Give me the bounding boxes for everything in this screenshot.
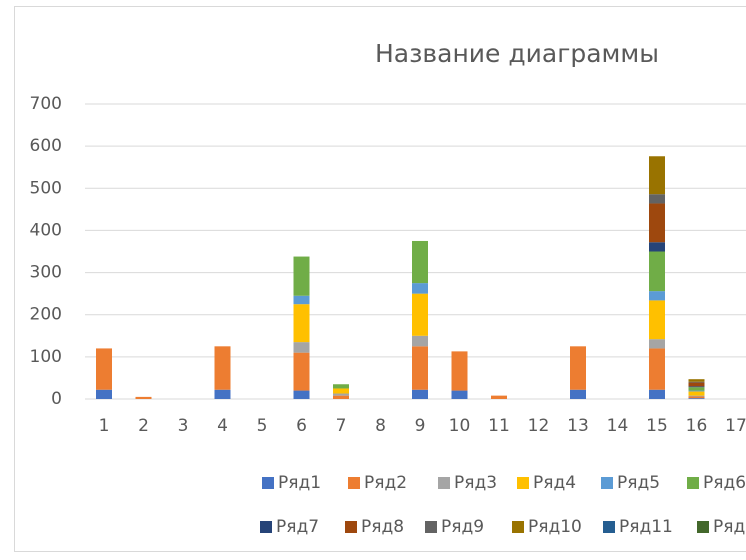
legend-swatch xyxy=(425,521,437,533)
legend-swatch xyxy=(603,521,615,533)
bar-segment xyxy=(214,389,231,399)
bar-segment xyxy=(649,203,665,243)
bar-segment xyxy=(333,395,349,399)
bar-segment xyxy=(570,389,586,399)
bar-segment xyxy=(649,348,665,390)
x-tick-label: 2 xyxy=(138,416,149,436)
legend-label: Ряд7 xyxy=(276,517,319,537)
bar-segment xyxy=(135,396,152,399)
x-tick-label: 9 xyxy=(415,416,426,436)
bar-segment xyxy=(412,335,428,347)
legend-swatch xyxy=(512,521,524,533)
bar-segment xyxy=(570,346,586,390)
chart-border xyxy=(14,6,746,552)
bar-segment xyxy=(649,339,665,349)
bar-segment xyxy=(412,346,428,390)
x-tick-label: 8 xyxy=(375,416,386,436)
bar-segment xyxy=(412,293,428,336)
legend-label: Ряд1 xyxy=(278,473,321,493)
bar-segment xyxy=(412,240,428,284)
bar-segment xyxy=(412,283,428,294)
bar-segment xyxy=(688,381,705,383)
x-tick-label: 10 xyxy=(449,416,471,436)
y-tick-label: 400 xyxy=(30,220,62,240)
bar-segment xyxy=(293,342,310,353)
y-tick-label: 500 xyxy=(30,178,62,198)
bar-segment xyxy=(688,398,705,399)
bar-segment xyxy=(293,295,310,305)
bar-segment xyxy=(293,352,310,391)
legend-label: Ряд4 xyxy=(533,473,576,493)
bar-segment xyxy=(649,156,665,195)
legend-swatch xyxy=(438,477,450,489)
bar-segment xyxy=(491,395,507,399)
bar-segment xyxy=(649,389,665,399)
bar-segment xyxy=(333,384,349,389)
legend-swatch xyxy=(697,521,709,533)
bar-segment xyxy=(649,291,665,301)
x-tick-label: 1 xyxy=(99,416,110,436)
y-tick-label: 100 xyxy=(30,347,62,367)
bar-segment xyxy=(451,390,468,399)
y-tick-label: 200 xyxy=(30,305,62,325)
x-tick-label: 4 xyxy=(217,416,228,436)
bar-segment xyxy=(688,390,705,392)
y-tick-label: 0 xyxy=(51,389,62,409)
x-tick-label: 5 xyxy=(257,416,268,436)
legend-label: Ряд9 xyxy=(441,517,484,537)
bar-segment xyxy=(688,391,705,396)
bar-segment xyxy=(96,389,112,399)
bar-segment xyxy=(688,395,705,397)
bar-segment xyxy=(688,387,705,391)
x-tick-label: 13 xyxy=(567,416,589,436)
x-tick-label: 6 xyxy=(296,416,307,436)
legend-swatch xyxy=(260,521,272,533)
bar-segment xyxy=(293,256,310,296)
x-tick-label: 16 xyxy=(686,416,708,436)
bar-segment xyxy=(688,396,705,399)
x-tick-label: 12 xyxy=(528,416,550,436)
x-tick-label: 17 xyxy=(725,416,746,436)
legend-swatch xyxy=(687,477,699,489)
bar-segment xyxy=(333,388,349,394)
x-tick-label: 3 xyxy=(178,416,189,436)
bar-segment xyxy=(649,251,665,292)
legend-label: Ряд6 xyxy=(703,473,746,493)
bar-segment xyxy=(649,300,665,340)
legend-label: Ряд3 xyxy=(454,473,497,493)
bar-segment xyxy=(333,393,349,396)
bar-segment xyxy=(688,379,705,382)
y-tick-label: 300 xyxy=(30,263,62,283)
bar-segment xyxy=(451,351,468,391)
legend-swatch xyxy=(345,521,357,533)
bar-segment xyxy=(293,390,310,399)
bar-segment xyxy=(214,346,231,390)
bar-segment xyxy=(293,304,310,343)
legend-swatch xyxy=(517,477,529,489)
legend-label: Ряд12 xyxy=(713,517,746,537)
bar-segment xyxy=(412,389,428,399)
x-tick-label: 15 xyxy=(646,416,668,436)
legend-swatch xyxy=(262,477,274,489)
legend-label: Ряд11 xyxy=(619,517,673,537)
x-tick-label: 14 xyxy=(607,416,629,436)
y-tick-label: 600 xyxy=(30,136,62,156)
bar-segment xyxy=(688,382,705,387)
legend-swatch xyxy=(348,477,360,489)
x-tick-label: 7 xyxy=(336,416,347,436)
legend-label: Ряд8 xyxy=(361,517,404,537)
x-tick-label: 11 xyxy=(488,416,510,436)
bar-segment xyxy=(649,242,665,252)
y-tick-label: 700 xyxy=(30,94,62,114)
legend-label: Ряд10 xyxy=(528,517,582,537)
bar-segment xyxy=(688,386,705,388)
legend-label: Ряд5 xyxy=(617,473,660,493)
bar-segment xyxy=(649,194,665,204)
chart-title: Название диаграммы xyxy=(375,39,659,68)
legend-label: Ряд2 xyxy=(364,473,407,493)
bar-segment xyxy=(96,348,112,390)
legend-swatch xyxy=(601,477,613,489)
